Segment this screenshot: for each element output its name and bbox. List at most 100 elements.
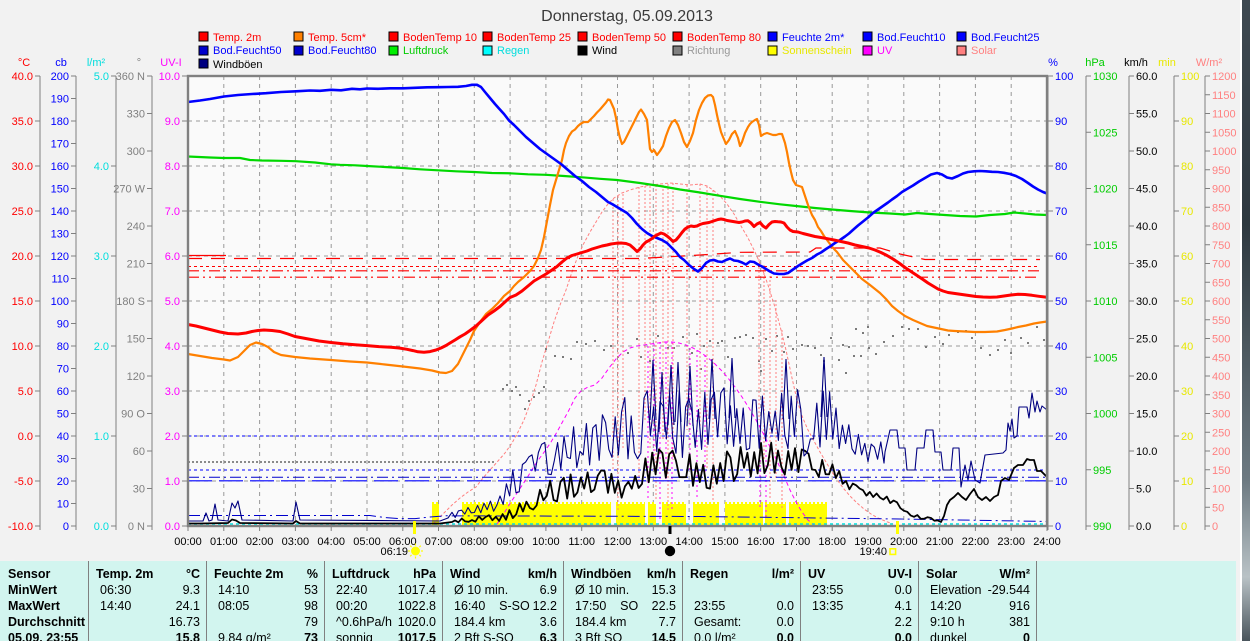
svg-text:25.0: 25.0 bbox=[12, 206, 33, 218]
svg-text:80: 80 bbox=[1055, 161, 1067, 173]
svg-text:20.0: 20.0 bbox=[1136, 371, 1157, 383]
svg-text:190: 190 bbox=[51, 94, 69, 106]
svg-text:Donnerstag, 05.09.2013: Donnerstag, 05.09.2013 bbox=[541, 8, 713, 25]
svg-text:km/h: km/h bbox=[1124, 57, 1148, 69]
svg-text:450: 450 bbox=[1212, 352, 1230, 364]
svg-text:Regen: Regen bbox=[690, 567, 728, 581]
svg-text:381: 381 bbox=[1009, 615, 1030, 629]
svg-text:60: 60 bbox=[1055, 251, 1067, 263]
svg-text:20:00: 20:00 bbox=[890, 536, 918, 548]
svg-text:0.0: 0.0 bbox=[18, 431, 33, 443]
svg-text:Windböen: Windböen bbox=[213, 59, 263, 71]
svg-text:hPa: hPa bbox=[1085, 57, 1105, 69]
svg-text:100: 100 bbox=[1181, 71, 1199, 83]
svg-text:800: 800 bbox=[1212, 221, 1230, 233]
svg-text:9:10 h: 9:10 h bbox=[930, 615, 965, 629]
svg-text:0.0: 0.0 bbox=[895, 631, 912, 641]
svg-text:07:00: 07:00 bbox=[425, 536, 453, 548]
svg-text:1020: 1020 bbox=[1093, 184, 1117, 196]
svg-text:km/h: km/h bbox=[528, 567, 557, 581]
svg-text:210: 210 bbox=[127, 259, 145, 271]
svg-text:350: 350 bbox=[1212, 390, 1230, 402]
svg-text:50: 50 bbox=[1055, 296, 1067, 308]
svg-text:55.0: 55.0 bbox=[1136, 109, 1157, 121]
svg-text:3.0: 3.0 bbox=[165, 386, 180, 398]
svg-text:Solar: Solar bbox=[971, 45, 997, 57]
svg-text:160: 160 bbox=[51, 161, 69, 173]
svg-text:1050: 1050 bbox=[1212, 127, 1236, 139]
svg-text:03:00: 03:00 bbox=[282, 536, 310, 548]
svg-text:Windböen: Windböen bbox=[571, 567, 631, 581]
svg-text:21:00: 21:00 bbox=[926, 536, 954, 548]
svg-text:23:55: 23:55 bbox=[812, 583, 843, 597]
svg-text:15.0: 15.0 bbox=[1136, 409, 1157, 421]
svg-text:40.0: 40.0 bbox=[12, 71, 33, 83]
svg-text:53: 53 bbox=[304, 583, 318, 597]
svg-text:20: 20 bbox=[1055, 431, 1067, 443]
svg-text:90: 90 bbox=[1055, 116, 1067, 128]
svg-text:98: 98 bbox=[304, 599, 318, 613]
svg-text:79: 79 bbox=[304, 615, 318, 629]
svg-text:14.5: 14.5 bbox=[652, 631, 676, 641]
svg-text:13:00: 13:00 bbox=[640, 536, 668, 548]
svg-text:UV-I: UV-I bbox=[160, 57, 181, 69]
svg-text:1000: 1000 bbox=[1093, 409, 1117, 421]
svg-text:UV: UV bbox=[877, 45, 893, 57]
svg-text:2.0: 2.0 bbox=[165, 431, 180, 443]
svg-text:BodenTemp 25: BodenTemp 25 bbox=[497, 32, 571, 44]
svg-text:6.0: 6.0 bbox=[165, 251, 180, 263]
svg-text:14:00: 14:00 bbox=[675, 536, 703, 548]
svg-text:120: 120 bbox=[51, 251, 69, 263]
svg-text:80: 80 bbox=[1181, 161, 1193, 173]
svg-text:30: 30 bbox=[133, 484, 145, 496]
svg-text:45.0: 45.0 bbox=[1136, 184, 1157, 196]
svg-text:9.0: 9.0 bbox=[165, 116, 180, 128]
svg-text:600: 600 bbox=[1212, 296, 1230, 308]
svg-text:360 N: 360 N bbox=[116, 71, 145, 83]
svg-text:22:40: 22:40 bbox=[336, 583, 367, 597]
svg-text:Sonnenschein: Sonnenschein bbox=[782, 45, 852, 57]
svg-text:50: 50 bbox=[1181, 296, 1193, 308]
svg-text:Bod.Feucht10: Bod.Feucht10 bbox=[877, 32, 946, 44]
svg-text:0.0: 0.0 bbox=[777, 599, 794, 613]
svg-text:1.0: 1.0 bbox=[94, 431, 109, 443]
svg-text:60: 60 bbox=[133, 446, 145, 458]
svg-text:80: 80 bbox=[57, 341, 69, 353]
svg-text:°C: °C bbox=[186, 567, 200, 581]
svg-text:1020.0: 1020.0 bbox=[398, 615, 436, 629]
svg-text:3.0: 3.0 bbox=[94, 251, 109, 263]
svg-text:10: 10 bbox=[57, 499, 69, 511]
svg-text:1022.8: 1022.8 bbox=[398, 599, 436, 613]
svg-text:Ø 10 min.: Ø 10 min. bbox=[454, 583, 508, 597]
svg-text:%: % bbox=[307, 567, 318, 581]
svg-text:20: 20 bbox=[57, 476, 69, 488]
svg-text:5.0: 5.0 bbox=[165, 296, 180, 308]
svg-text:5.0: 5.0 bbox=[18, 386, 33, 398]
svg-text:90: 90 bbox=[57, 319, 69, 331]
svg-text:1005: 1005 bbox=[1093, 352, 1117, 364]
svg-text:5.0: 5.0 bbox=[94, 71, 109, 83]
svg-text:120: 120 bbox=[127, 371, 145, 383]
svg-text:30.0: 30.0 bbox=[12, 161, 33, 173]
svg-text:l/m²: l/m² bbox=[87, 57, 106, 69]
svg-text:Wind: Wind bbox=[592, 45, 617, 57]
svg-text:30: 30 bbox=[1181, 386, 1193, 398]
svg-text:10:00: 10:00 bbox=[532, 536, 560, 548]
svg-text:13:35: 13:35 bbox=[812, 599, 843, 613]
svg-text:15:00: 15:00 bbox=[711, 536, 739, 548]
svg-text:°: ° bbox=[137, 57, 141, 69]
svg-text:2.2: 2.2 bbox=[895, 615, 912, 629]
svg-text:1200: 1200 bbox=[1212, 71, 1236, 83]
svg-text:50: 50 bbox=[1212, 502, 1224, 514]
svg-text:35.0: 35.0 bbox=[1136, 259, 1157, 271]
svg-text:hPa: hPa bbox=[413, 567, 437, 581]
svg-text:Bod.Feucht25: Bod.Feucht25 bbox=[971, 32, 1040, 44]
svg-text:2.0: 2.0 bbox=[94, 341, 109, 353]
svg-text:15.0: 15.0 bbox=[12, 296, 33, 308]
svg-text:550: 550 bbox=[1212, 315, 1230, 327]
svg-text:14:10: 14:10 bbox=[218, 583, 249, 597]
svg-text:650: 650 bbox=[1212, 277, 1230, 289]
svg-text:100: 100 bbox=[1212, 484, 1230, 496]
svg-text:14:40: 14:40 bbox=[100, 599, 131, 613]
svg-text:170: 170 bbox=[51, 139, 69, 151]
